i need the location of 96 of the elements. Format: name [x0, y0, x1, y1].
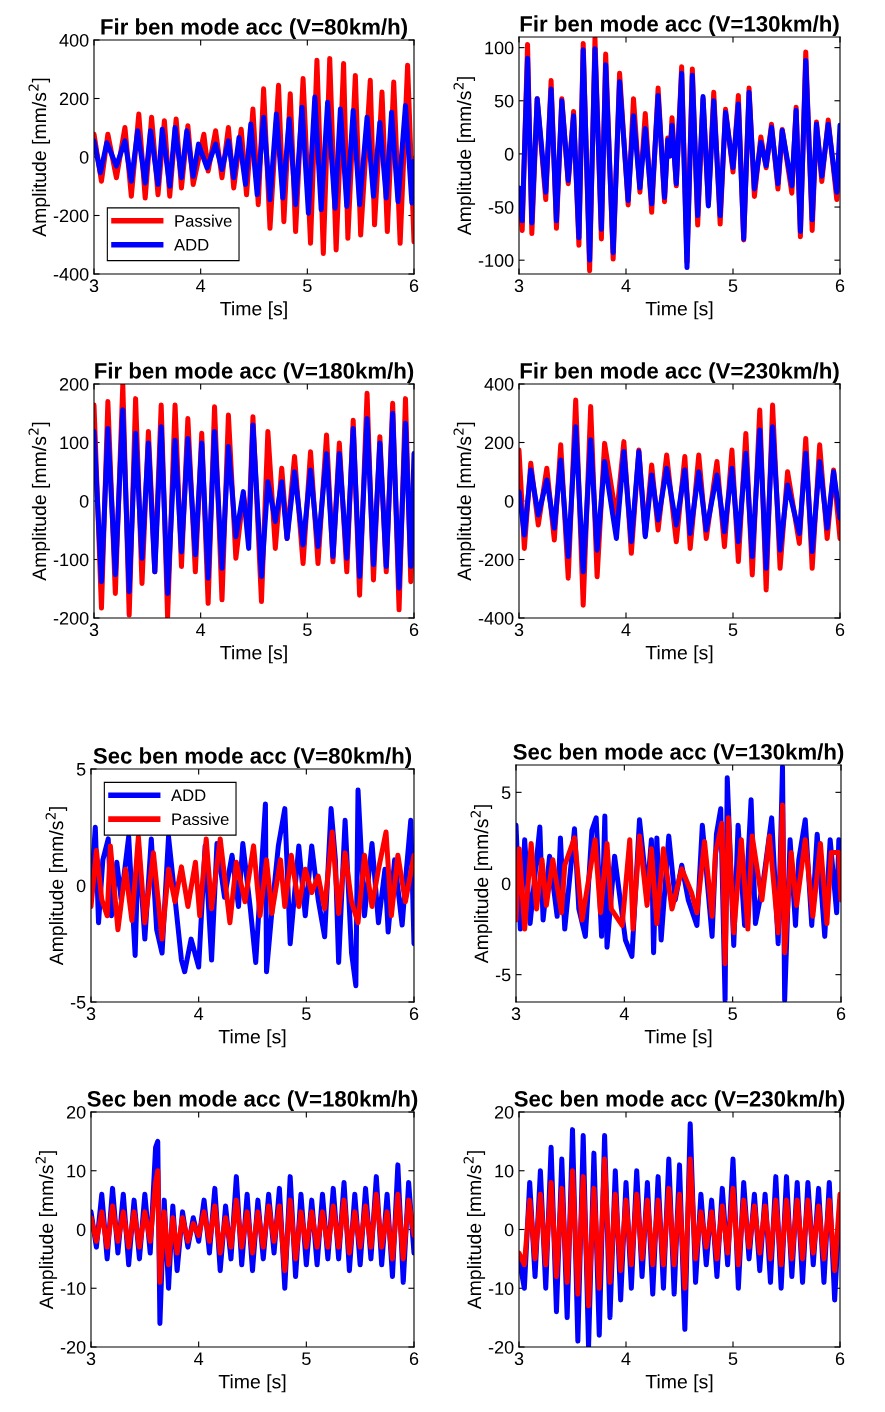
chart-title: Fir ben mode acc (V=130km/h) — [520, 15, 839, 37]
x-tick-label: 5 — [303, 623, 312, 637]
y-tick-label: 400 — [59, 33, 89, 47]
y-tick-label: -400 — [53, 267, 89, 281]
y-tick-label: -50 — [488, 200, 514, 214]
y-tick-label: -200 — [53, 611, 89, 625]
y-tick-label: -100 — [53, 553, 89, 567]
y-tick-label: 0 — [501, 877, 511, 891]
x-tick-label: 6 — [836, 1007, 846, 1021]
y-tick-label: 100 — [485, 41, 514, 55]
x-tick-label: 4 — [621, 623, 631, 636]
y-tick-label: -20 — [488, 1340, 514, 1354]
y-axis-title: Amplitude [mm/s$^{2}$] — [28, 78, 51, 237]
x-tick-label: 4 — [194, 1352, 204, 1365]
y-tick-label: 0 — [504, 147, 514, 161]
x-tick-label: 3 — [511, 1007, 521, 1021]
x-axis-title: Time [s] — [644, 1029, 712, 1048]
chart-title: Sec ben mode acc (V=230km/h) — [514, 1090, 845, 1112]
y-axis-title: Amplitude [mm/s$^{2}$] — [453, 77, 476, 236]
y-axis-title: Amplitude [mm/s$^{2}$] — [35, 1151, 58, 1310]
x-tick-label: 4 — [196, 279, 206, 292]
x-axis-title: Time [s] — [218, 1029, 286, 1048]
legend-label: Passive — [172, 812, 229, 826]
y-tick-label: 0 — [76, 1223, 86, 1237]
y-tick-label: 10 — [495, 1164, 514, 1178]
y-axis-title: Amplitude [mm/s$^{2}$] — [28, 422, 51, 581]
y-tick-label: 400 — [484, 377, 514, 391]
x-tick-label: 4 — [194, 1007, 204, 1020]
y-axis-title: Amplitude [mm/s$^{2}$] — [453, 422, 476, 581]
y-tick-label: 200 — [59, 92, 89, 106]
x-tick-label: 3 — [86, 1007, 96, 1021]
chart-title: Fir ben mode acc (V=230km/h) — [520, 362, 839, 384]
x-axis-title: Time [s] — [218, 1374, 286, 1393]
x-tick-label: 3 — [514, 623, 524, 637]
x-tick-label: 6 — [409, 1352, 419, 1366]
chart-title: Sec ben mode acc (V=180km/h) — [87, 1090, 418, 1112]
y-tick-label: 0 — [504, 1223, 514, 1237]
y-tick-label: -200 — [478, 553, 514, 567]
x-tick-label: 6 — [835, 1352, 845, 1366]
y-tick-label: -100 — [478, 254, 514, 267]
x-tick-label: 5 — [728, 1007, 737, 1021]
x-tick-label: 5 — [728, 279, 738, 293]
legend-label: ADD — [171, 789, 206, 802]
y-tick-label: -10 — [60, 1282, 86, 1295]
y-axis-title: Amplitude [mm/s$^{2}$] — [45, 807, 68, 966]
y-tick-label: 0 — [79, 494, 89, 508]
x-tick-label: 3 — [514, 279, 524, 293]
x-tick-label: 4 — [619, 1007, 629, 1020]
x-tick-label: 3 — [86, 1352, 96, 1366]
x-axis-title: Time [s] — [645, 1374, 713, 1393]
y-tick-label: 50 — [494, 94, 514, 108]
x-tick-label: 3 — [514, 1352, 524, 1366]
x-tick-label: 4 — [196, 623, 206, 636]
x-tick-label: 5 — [728, 623, 738, 637]
y-tick-label: 5 — [501, 786, 511, 800]
x-tick-label: 6 — [409, 279, 419, 293]
x-axis-title: Time [s] — [645, 645, 713, 664]
y-axis-title: Amplitude [mm/s$^{2}$] — [463, 1151, 486, 1310]
y-tick-label: 5 — [76, 763, 86, 776]
x-tick-label: 4 — [621, 279, 631, 292]
y-tick-label: 20 — [66, 1105, 86, 1119]
chart-title: Sec ben mode acc (V=130km/h) — [513, 743, 844, 765]
y-tick-label: -20 — [60, 1340, 86, 1354]
x-tick-label: 5 — [728, 1352, 738, 1366]
y-tick-label: 10 — [67, 1164, 86, 1178]
x-axis-title: Time [s] — [220, 301, 287, 320]
legend-label: ADD — [174, 239, 209, 251]
y-tick-label: 100 — [60, 436, 89, 450]
y-axis-title: Amplitude [mm/s$^{2}$] — [470, 805, 493, 964]
x-tick-label: 3 — [89, 279, 99, 293]
x-axis-title: Time [s] — [645, 301, 713, 320]
y-tick-label: 0 — [79, 150, 89, 164]
y-tick-label: 200 — [59, 377, 89, 391]
x-tick-label: 6 — [835, 623, 845, 637]
x-tick-label: 3 — [89, 623, 99, 637]
y-tick-label: 0 — [76, 879, 86, 893]
x-tick-label: 5 — [302, 1352, 311, 1366]
x-tick-label: 5 — [303, 279, 312, 293]
y-tick-label: -400 — [478, 611, 514, 625]
x-tick-label: 6 — [835, 279, 845, 293]
x-axis-title: Time [s] — [220, 645, 287, 664]
y-tick-label: -5 — [70, 996, 86, 1009]
y-tick-label: 20 — [494, 1105, 514, 1119]
x-tick-label: 6 — [409, 1007, 419, 1021]
y-tick-label: -5 — [495, 968, 511, 982]
x-tick-label: 4 — [621, 1352, 631, 1365]
legend-label: Passive — [175, 214, 232, 227]
chart-title: Fir ben mode acc (V=80km/h) — [101, 18, 407, 40]
x-tick-label: 6 — [409, 623, 419, 637]
chart-title: Sec ben mode acc (V=80km/h) — [93, 747, 412, 769]
y-tick-label: 200 — [484, 436, 514, 450]
chart-title: Fir ben mode acc (V=180km/h) — [95, 362, 414, 384]
y-tick-label: -200 — [53, 209, 89, 223]
x-tick-label: 5 — [302, 1007, 311, 1021]
y-tick-label: 0 — [504, 494, 514, 508]
y-tick-label: -10 — [488, 1282, 514, 1295]
